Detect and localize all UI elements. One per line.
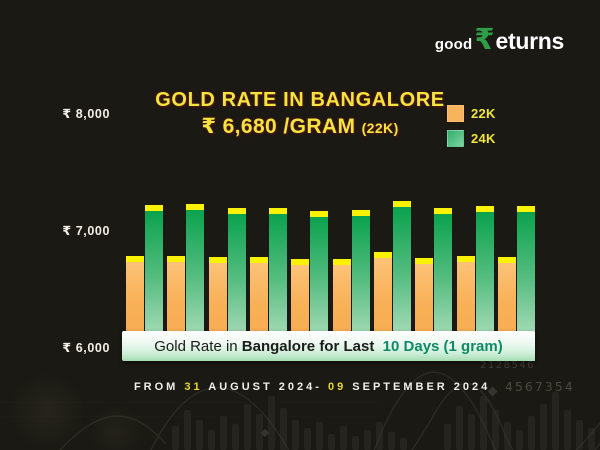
date-range-day: 09 (327, 381, 347, 393)
y-axis-label: ₹ 6,000 (62, 341, 110, 355)
legend-label: 24K (471, 131, 496, 146)
y-axis-label: ₹ 7,000 (62, 224, 110, 238)
date-range-text: AUGUST 2024- (202, 381, 328, 393)
page-title: GOLD RATE IN BANGALORE (155, 89, 445, 111)
legend-label: 22K (471, 106, 496, 121)
bar-24k-09Sep (516, 206, 535, 361)
date-range-text: SEPTEMBER 2024 (346, 381, 491, 393)
bar-24k-06Sep (392, 201, 411, 361)
legend-item-22k: 22K (447, 105, 496, 122)
bar-24k-05Sep (351, 209, 370, 361)
caption-text-bold: Bangalore for Last (241, 337, 375, 355)
price-karat: (22K) (361, 120, 399, 136)
date-range-day: 31 (184, 381, 203, 393)
headline: GOLD RATE IN BANGALORE ₹ 6,680 /GRAM (22… (40, 88, 560, 142)
caption-text: Gold Rate in (154, 337, 242, 355)
bar-24k-31Aug (145, 205, 163, 361)
y-axis-label: ₹ 8,000 (62, 107, 110, 121)
bar-24k-03Sep (268, 208, 287, 361)
22k-swatch-icon (447, 105, 464, 122)
current-price: ₹ 6,680 /GRAM (22K) (40, 113, 560, 142)
bar-24k-08Sep (475, 206, 494, 361)
24k-swatch-icon (447, 130, 464, 147)
date-range-label: FROM 31 AUGUST 2024- 09 SEPTEMBER 2024 (0, 369, 600, 405)
brand-logo: good ₹ eturns (435, 26, 564, 55)
brand-good-text: good (434, 36, 473, 53)
brand-returns-text: eturns (495, 28, 565, 54)
caption-text-teal: 10 Days (1 gram) (374, 337, 503, 355)
chart-caption: Gold Rate in Bangalore for Last 10 Days … (122, 331, 535, 361)
chart-legend: 22K 24K (447, 105, 496, 155)
rupee-icon: ₹ (474, 24, 495, 56)
background-bokeh (88, 404, 144, 450)
bar-24k-07Sep (434, 208, 453, 361)
date-range-text: FROM (133, 381, 185, 393)
price-value: ₹ 6,680 /GRAM (201, 115, 356, 138)
bar-24k-01Sep (186, 204, 205, 361)
legend-item-24k: 24K (447, 130, 496, 147)
bar-24k-02Sep (227, 208, 246, 361)
bar-24k-04Sep (310, 210, 329, 361)
